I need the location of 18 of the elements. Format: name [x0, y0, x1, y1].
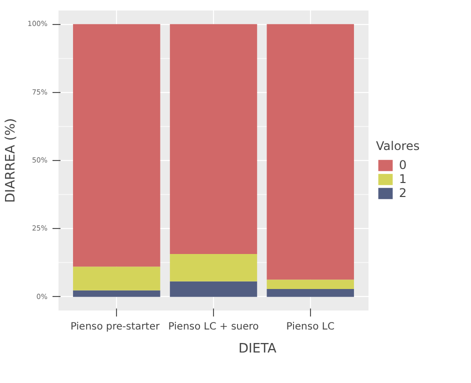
x-tick-label: Pienso LC + suero [168, 322, 259, 332]
bar [266, 280, 354, 289]
legend-label: 0 [399, 158, 408, 172]
legend-label: 1 [399, 172, 408, 186]
y-axis-title: DIARREA (%) [3, 118, 18, 203]
legend-label: 2 [399, 186, 408, 200]
bar [266, 24, 354, 280]
bar [170, 281, 258, 297]
bar [73, 24, 160, 267]
bar [266, 288, 354, 297]
bar [73, 266, 160, 290]
x-tick-label: Pienso pre-starter [70, 322, 160, 332]
x-axis-title: DIETA [238, 342, 277, 356]
legend-title: Valores [376, 139, 420, 153]
x-tick-label: Pienso LC [286, 322, 334, 332]
bar [170, 24, 258, 254]
bar [170, 254, 258, 282]
bar [73, 290, 160, 297]
